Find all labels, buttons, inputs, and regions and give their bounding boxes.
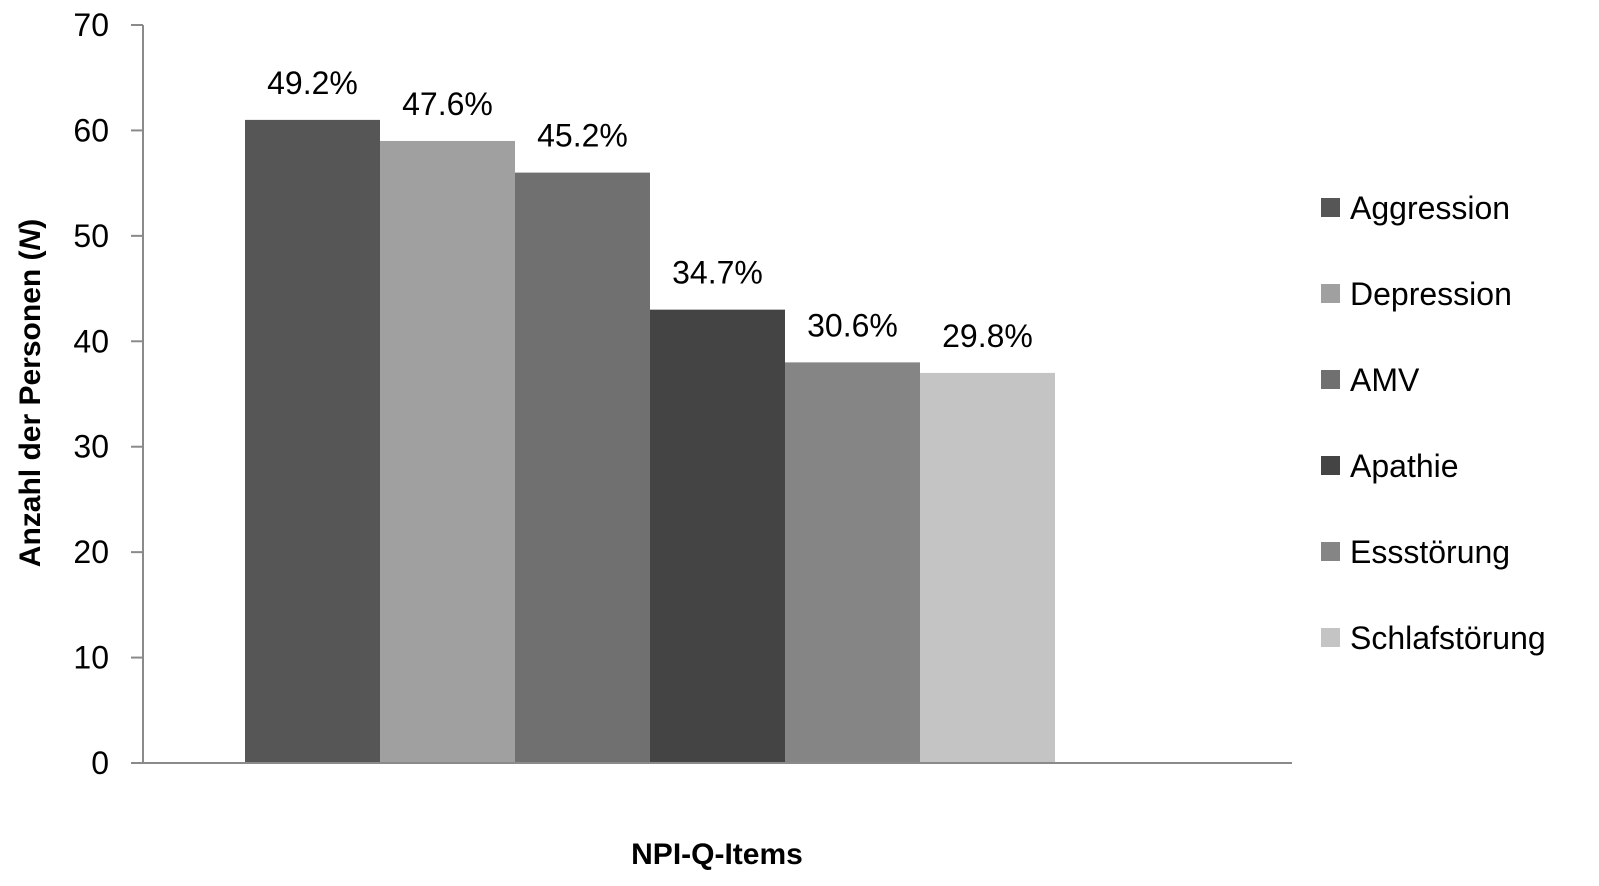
data-label-amv: 45.2%	[537, 118, 628, 154]
legend-swatch-amv	[1321, 370, 1340, 389]
legend-label-essstörung: Essstörung	[1350, 534, 1510, 570]
bar-amv	[515, 172, 650, 764]
y-axis-ticks: 0 10 20 30 40 50 60 70	[73, 7, 143, 781]
y-tick-label: 70	[73, 7, 109, 43]
legend-label-amv: AMV	[1350, 362, 1420, 398]
bar-essstörung	[785, 362, 920, 763]
bar-schlafstörung	[920, 372, 1055, 763]
legend-swatch-depression	[1321, 284, 1340, 303]
data-label-apathie: 34.7%	[672, 255, 763, 291]
legend-swatch-apathie	[1321, 456, 1340, 475]
bars	[245, 119, 1055, 764]
legend-label-aggression: Aggression	[1350, 190, 1510, 226]
data-label-essstörung: 30.6%	[807, 307, 898, 343]
bar-depression	[380, 140, 515, 763]
y-tick-label: 20	[73, 534, 109, 570]
bar-apathie	[650, 309, 785, 763]
legend: Aggression Depression AMV Apathie Essstörung…	[1321, 190, 1546, 656]
y-tick-label: 30	[73, 429, 109, 465]
data-labels: 49.2% 47.6% 45.2% 34.7% 30.6% 29.8%	[267, 65, 1033, 354]
legend-label-schlafstörung: Schlafstörung	[1350, 620, 1546, 656]
data-label-depression: 47.6%	[402, 86, 493, 122]
legend-swatch-aggression	[1321, 198, 1340, 217]
x-axis-title: NPI-Q-Items	[631, 838, 803, 871]
y-tick-label: 0	[91, 745, 109, 781]
legend-label-apathie: Apathie	[1350, 448, 1459, 484]
bar-aggression	[245, 119, 380, 763]
legend-label-depression: Depression	[1350, 276, 1512, 312]
legend-swatch-schlafstörung	[1321, 628, 1340, 647]
y-tick-label: 60	[73, 112, 109, 148]
data-label-aggression: 49.2%	[267, 65, 358, 101]
y-axis-title: Anzahl der Personen (N)	[14, 219, 47, 567]
data-label-schlafstörung: 29.8%	[942, 318, 1033, 354]
legend-swatch-essstörung	[1321, 542, 1340, 561]
y-tick-label: 50	[73, 218, 109, 254]
y-tick-label: 10	[73, 640, 109, 676]
y-tick-label: 40	[73, 323, 109, 359]
